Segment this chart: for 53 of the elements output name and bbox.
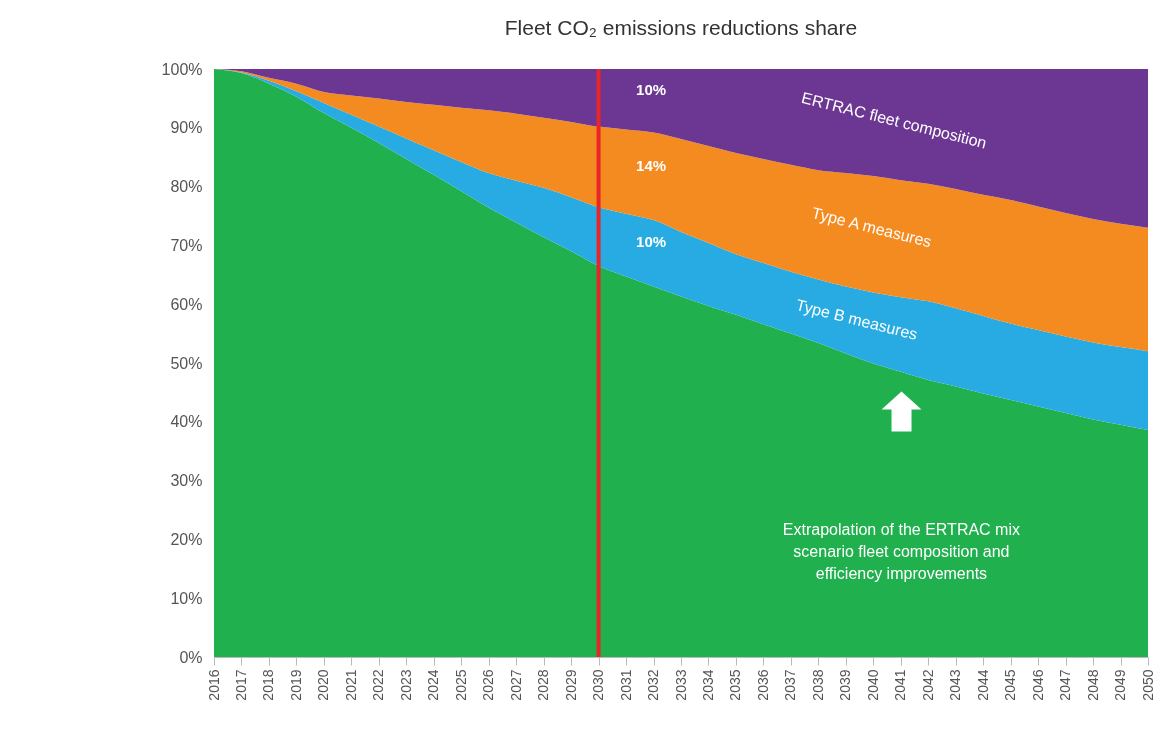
y-tick-label: 70% (170, 236, 203, 254)
x-tick-label: 2036 (754, 669, 771, 701)
annotation: Type B measures (794, 296, 920, 343)
y-tick-label: 0% (179, 648, 203, 666)
y-tick-label: 10% (170, 589, 203, 607)
x-tick-label: 2037 (782, 669, 799, 701)
x-tick-label: 2020 (315, 669, 332, 701)
x-tick-label: 2025 (452, 669, 469, 701)
x-tick-label: 2016 (205, 669, 222, 701)
x-tick-label: 2030 (590, 669, 607, 701)
x-tick-label: 2047 (1057, 669, 1074, 701)
x-tick-label: 2033 (672, 669, 689, 701)
x-tick-label: 2035 (727, 669, 744, 701)
x-tick-label: 2049 (1112, 669, 1129, 701)
x-tick-label: 2023 (397, 669, 414, 701)
x-tick-label: 2022 (370, 669, 387, 701)
x-tick-label: 2019 (287, 669, 304, 701)
x-tick-label: 2028 (535, 669, 552, 701)
y-tick-label: 50% (170, 354, 203, 372)
x-tick-label: 2041 (892, 669, 909, 701)
y-tick-label: 80% (170, 178, 203, 196)
x-tick-label: 2017 (232, 669, 249, 701)
x-tick-label: 2029 (562, 669, 579, 701)
x-tick-label: 2042 (919, 669, 936, 701)
y-tick-label: 40% (170, 413, 203, 431)
y-tick-label: 90% (170, 119, 203, 137)
y-tick-label: 100% (161, 60, 203, 78)
x-tick-label: 2027 (507, 669, 524, 701)
x-tick-label: 2048 (1084, 669, 1101, 701)
x-tick-label: 2044 (974, 669, 991, 701)
x-tick-label: 2040 (864, 669, 881, 701)
x-tick-label: 2026 (480, 669, 497, 701)
x-tick-label: 2032 (645, 669, 662, 701)
annotation: 10% (636, 233, 667, 251)
annotation: 10% (636, 80, 667, 98)
x-tick-label: 2038 (809, 669, 826, 701)
y-tick-label: 30% (170, 472, 203, 490)
y-tick-label: 20% (170, 530, 203, 548)
y-tick-label: 60% (170, 295, 203, 313)
annotation: 14% (636, 157, 667, 175)
x-tick-label: 2031 (617, 669, 634, 701)
x-tick-label: 2034 (699, 669, 716, 701)
x-tick-label: 2043 (947, 669, 964, 701)
x-tick-label: 2021 (342, 669, 359, 701)
x-tick-label: 2045 (1002, 669, 1019, 701)
x-tick-label: 2050 (1139, 669, 1156, 701)
x-tick-label: 2018 (260, 669, 277, 701)
chart-title: Fleet CO₂ emissions reductions share (504, 16, 858, 39)
x-tick-label: 2039 (837, 669, 854, 701)
annotation: Type A measures (810, 204, 934, 251)
x-tick-label: 2046 (1029, 669, 1046, 701)
x-tick-label: 2024 (425, 669, 442, 701)
annotation: Extrapolation of the ERTRAC mix scenario fleet composition and efficiency improvements (782, 520, 1020, 582)
